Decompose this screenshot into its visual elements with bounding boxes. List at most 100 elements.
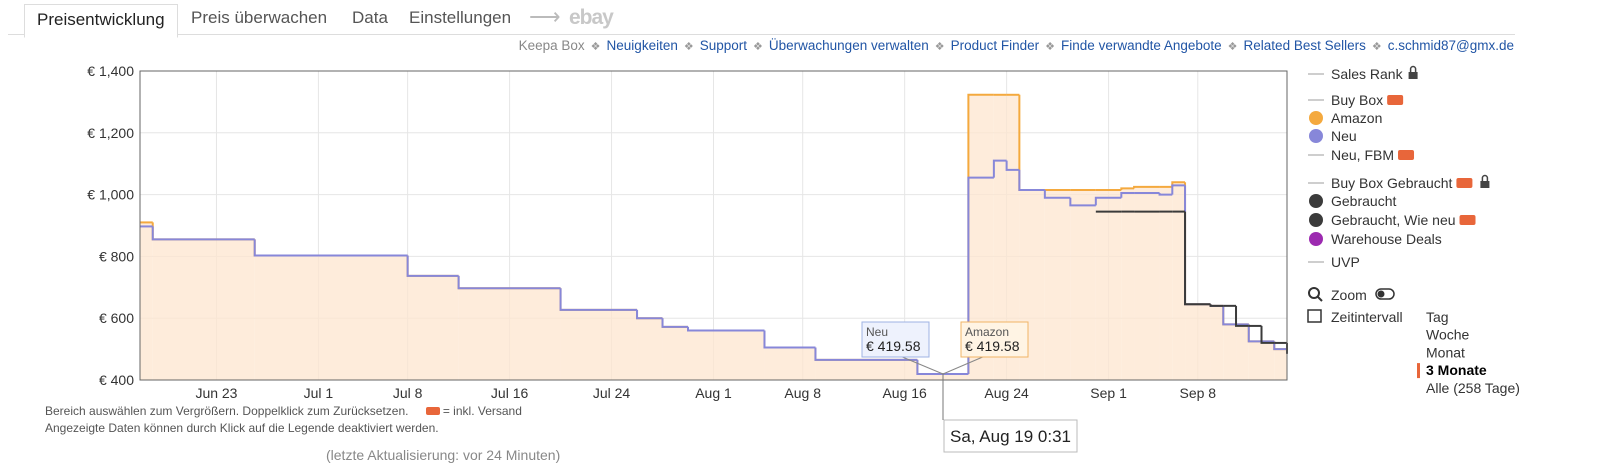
x-tick-label: Jul 16 [491, 385, 529, 401]
tab[interactable]: Preisentwicklung [24, 4, 178, 38]
area [1159, 186, 1173, 380]
line-step [559, 288, 638, 311]
tab[interactable]: Preis überwachen [191, 8, 328, 27]
lock-icon [1481, 174, 1489, 181]
legend-label[interactable]: Gebraucht, Wie neu [1331, 212, 1456, 228]
area [152, 239, 255, 380]
zoom-label[interactable]: Zoom [1331, 287, 1367, 303]
area [1172, 182, 1186, 380]
y-tick-label: € 1,200 [87, 125, 134, 141]
link[interactable]: Support [699, 38, 748, 53]
line-step [636, 309, 663, 320]
line-step [967, 176, 994, 374]
tab[interactable]: Einstellungen [409, 8, 512, 27]
x-tick-label: Aug 16 [882, 385, 927, 401]
link[interactable]: Neuigkeiten [606, 38, 678, 53]
interval-option[interactable]: Woche [1426, 327, 1470, 343]
calendar-icon [1307, 309, 1322, 323]
x-tick-label: Aug 8 [784, 385, 821, 401]
line-step [1069, 197, 1096, 207]
interval-option[interactable]: Monat [1426, 344, 1465, 360]
legend-label[interactable]: Neu, FBM [1331, 147, 1394, 163]
tooltip-value: € 419.58 [965, 338, 1020, 354]
lock-icon [1408, 72, 1418, 79]
tooltip-pointer [899, 355, 944, 375]
legend-label[interactable]: Neu [1331, 128, 1357, 144]
tooltip-box [861, 321, 930, 358]
link[interactable]: Finde verwandte Angebote [1061, 38, 1222, 53]
y-tick-label: € 1,000 [87, 187, 134, 203]
link[interactable]: c.schmid87@gmx.de [1387, 38, 1514, 53]
y-tick-label: € 1,400 [87, 63, 134, 79]
link[interactable]: Product Finder [950, 38, 1040, 53]
area [993, 94, 1007, 380]
x-tick-label: Aug 1 [695, 385, 732, 401]
line-step [1120, 187, 1135, 190]
line-step [457, 275, 561, 290]
tooltip-pointer [942, 355, 986, 375]
legend-label[interactable]: Buy Box [1331, 92, 1383, 108]
area [1223, 324, 1237, 380]
line-step [1260, 325, 1275, 344]
line-step [661, 318, 689, 328]
legend-label[interactable]: Gebraucht [1331, 193, 1396, 209]
link[interactable]: Related Best Sellers [1243, 38, 1366, 53]
separator: ❖ [1045, 41, 1056, 53]
legend-label[interactable]: Buy Box Gebraucht [1331, 175, 1453, 191]
line-step [992, 159, 1007, 178]
tab-rule [8, 34, 1515, 35]
x-tick-label: Sep 8 [1179, 385, 1216, 401]
x-tick-label: Jul 1 [304, 385, 334, 401]
line-step [814, 347, 918, 361]
note-text: = inkl. Versand [442, 404, 522, 418]
interval-option[interactable]: 3 Monate [1426, 362, 1487, 378]
area [1134, 186, 1160, 380]
interval-label: Zeitintervall [1331, 309, 1403, 325]
interval-option[interactable]: Alle (258 Tage) [1426, 380, 1520, 396]
legend-label[interactable]: Amazon [1331, 110, 1382, 126]
legend-label[interactable]: Sales Rank [1331, 66, 1404, 82]
date-label: Sa, Aug 19 0:31 [950, 427, 1071, 446]
note-text: Bereich auswählen zum Vergrößern. Doppel… [45, 404, 409, 418]
area [1274, 349, 1287, 380]
line-step [253, 239, 408, 257]
area [637, 318, 663, 380]
link[interactable]: Überwachungen verwalten [768, 38, 929, 53]
truck-icon [1459, 215, 1476, 225]
legend-dot [1309, 213, 1323, 227]
zoom-icon [1308, 287, 1320, 299]
y-tick-label: € 800 [99, 248, 134, 264]
selected-marker [1417, 363, 1420, 379]
line-step [1273, 341, 1287, 351]
line-step [1094, 196, 1122, 206]
legend-label[interactable]: Warehouse Deals [1331, 231, 1442, 247]
area [1044, 189, 1071, 380]
line-step [1235, 305, 1249, 327]
line-step [1222, 305, 1237, 326]
line-step [406, 255, 459, 277]
truck-icon [1387, 95, 1404, 105]
area [1095, 189, 1122, 380]
area [1006, 94, 1020, 380]
interval-option[interactable]: Tag [1426, 309, 1449, 325]
link[interactable]: Keepa Box [518, 38, 585, 53]
toggle[interactable] [1375, 288, 1395, 300]
tab[interactable]: Data [352, 8, 388, 27]
arrow-icon: ⟶ [529, 4, 561, 29]
separator: ❖ [683, 41, 694, 53]
x-tick-label: Sep 1 [1090, 385, 1127, 401]
zoom-icon [1317, 296, 1323, 302]
area [458, 288, 561, 380]
tooltip-name: Amazon [965, 325, 1009, 339]
line-step [763, 330, 816, 349]
separator: ❖ [934, 41, 945, 53]
legend-label[interactable]: UVP [1331, 254, 1360, 270]
area [140, 222, 153, 380]
line-step [1120, 192, 1135, 198]
lock-icon [1409, 65, 1417, 72]
legend-dot [1309, 232, 1323, 246]
line-step [1043, 189, 1071, 199]
tab[interactable]: ebay [569, 6, 614, 29]
